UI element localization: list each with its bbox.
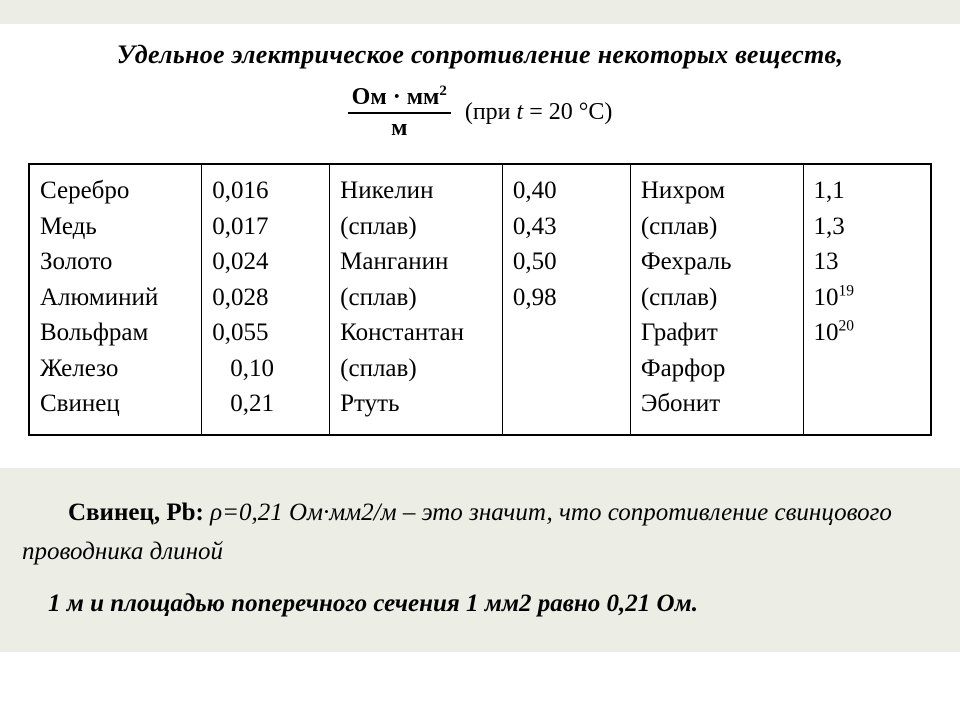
- table-cell: Золото: [40, 244, 191, 280]
- table-cell: 1019: [814, 280, 920, 316]
- col1-values: 0,0160,0170,0240,0280,0550,100,21: [202, 164, 330, 435]
- top-bar: [0, 0, 960, 24]
- table-cell: Алюминий: [40, 280, 191, 316]
- fraction-numerator: Ом · мм2: [348, 84, 451, 112]
- table-cell: (сплав): [340, 209, 492, 245]
- fraction-denominator: м: [391, 114, 407, 141]
- condition-text: (при t = 20 °C): [465, 99, 613, 126]
- table-cell: Железо: [40, 351, 191, 387]
- table-cell: Вольфрам: [40, 315, 191, 351]
- unit-formula: Ом · мм2 м (при t = 20 °C): [26, 80, 934, 163]
- explanation-line2: 1 м и площадью поперечного сечения 1 мм2…: [22, 585, 938, 624]
- page-title: Удельное электрическое сопротивление нек…: [26, 34, 934, 80]
- table-cell: Манганин: [340, 244, 492, 280]
- col2-values: 0,400,430,500,98: [502, 164, 630, 435]
- resistivity-table: СереброМедьЗолотоАлюминийВольфрамЖелезоС…: [28, 163, 932, 436]
- table-cell: (сплав): [641, 280, 793, 316]
- table-cell: Эбонит: [641, 386, 793, 422]
- table-cell: 0,024: [212, 244, 319, 280]
- table-cell: 0,055: [212, 315, 319, 351]
- col3-values: 1,11,31310191020: [803, 164, 931, 435]
- table-cell: Медь: [40, 209, 191, 245]
- table-cell: 0,43: [513, 209, 620, 245]
- table-cell: 1020: [814, 315, 920, 351]
- col1-names: СереброМедьЗолотоАлюминийВольфрамЖелезоС…: [29, 164, 202, 435]
- table-cell: 0,21: [212, 386, 319, 422]
- table-cell: 0,017: [212, 209, 319, 245]
- fraction: Ом · мм2 м: [348, 84, 451, 141]
- col3-names: Нихром(сплав)Фехраль(сплав)ГрафитФарфорЭ…: [630, 164, 803, 435]
- explanation-line1: Свинец, Pb: ρ=0,21 Ом·мм2/м – это значит…: [22, 494, 938, 572]
- table-cell: 13: [814, 244, 920, 280]
- table-cell: Ртуть: [340, 386, 492, 422]
- table-cell: 0,50: [513, 244, 620, 280]
- table-cell: Серебро: [40, 173, 191, 209]
- table-cell: 0,10: [212, 351, 319, 387]
- table-cell: Константан: [340, 315, 492, 351]
- explanation-panel: Свинец, Pb: ρ=0,21 Ом·мм2/м – это значит…: [0, 468, 960, 652]
- table-cell: 0,028: [212, 280, 319, 316]
- table-cell: Нихром: [641, 173, 793, 209]
- table-cell: Фарфор: [641, 351, 793, 387]
- table-cell: 1,3: [814, 209, 920, 245]
- table-cell: Никелин: [340, 173, 492, 209]
- table-cell: 1,1: [814, 173, 920, 209]
- table-cell: Свинец: [40, 386, 191, 422]
- table-cell: 0,016: [212, 173, 319, 209]
- table-cell: Фехраль: [641, 244, 793, 280]
- table-cell: (сплав): [641, 209, 793, 245]
- table-cell: (сплав): [340, 351, 492, 387]
- table-cell: 0,40: [513, 173, 620, 209]
- table-cell: Графит: [641, 315, 793, 351]
- col2-names: Никелин(сплав)Манганин(сплав)Константан(…: [330, 164, 503, 435]
- main-area: Удельное электрическое сопротивление нек…: [0, 24, 960, 436]
- table-cell: 0,98: [513, 280, 620, 316]
- table-cell: (сплав): [340, 280, 492, 316]
